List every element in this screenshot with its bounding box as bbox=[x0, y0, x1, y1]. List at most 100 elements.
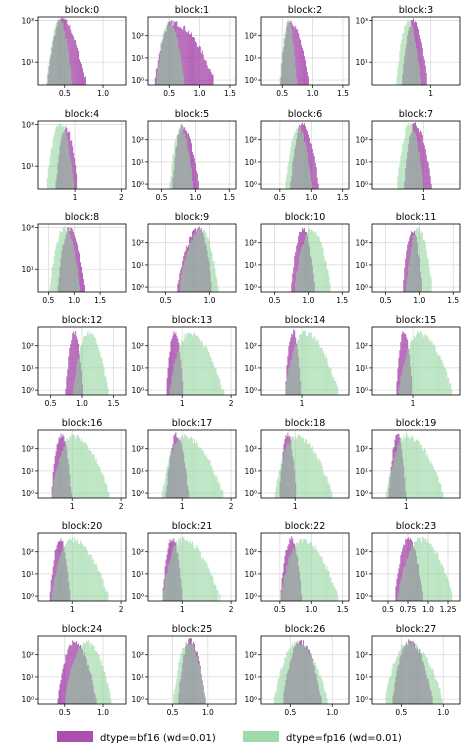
hist-bar bbox=[78, 276, 80, 292]
hist-bar bbox=[427, 457, 429, 498]
hist-bar bbox=[451, 389, 453, 395]
hist-bar bbox=[194, 548, 196, 601]
hist-bar bbox=[207, 351, 209, 395]
hist-bar bbox=[59, 456, 61, 498]
hist-bar bbox=[201, 450, 203, 498]
hist-series-fp16 bbox=[169, 331, 225, 395]
hist-bar bbox=[324, 357, 326, 395]
hist-bar bbox=[318, 675, 320, 704]
y-tick-label: 10⁰ bbox=[21, 386, 34, 395]
hist-bar bbox=[188, 152, 190, 189]
hist-bar bbox=[190, 34, 192, 85]
hist-bar bbox=[167, 21, 169, 85]
hist-bar bbox=[63, 228, 65, 292]
hist-bar bbox=[72, 34, 74, 85]
hist-bar bbox=[316, 668, 318, 704]
hist-bar bbox=[420, 652, 422, 704]
hist-bar bbox=[422, 56, 424, 85]
hist-bar bbox=[318, 344, 320, 395]
hist-bar bbox=[189, 34, 191, 85]
hist-bar bbox=[294, 131, 296, 189]
hist-bar bbox=[307, 162, 309, 189]
hist-bar bbox=[202, 557, 204, 601]
hist-bar bbox=[77, 267, 79, 292]
hist-bar bbox=[75, 657, 77, 704]
hist-bar bbox=[189, 155, 191, 189]
hist-bar bbox=[436, 353, 438, 395]
hist-bar bbox=[404, 137, 406, 189]
hist-bar bbox=[307, 76, 309, 85]
panel-title: block:15 bbox=[396, 315, 437, 326]
hist-bar bbox=[422, 336, 424, 395]
hist-bar bbox=[74, 659, 76, 704]
hist-bar bbox=[166, 378, 168, 395]
hist-series-fp16 bbox=[273, 640, 328, 704]
hist-bar bbox=[291, 141, 293, 189]
hist-bar bbox=[104, 587, 106, 601]
hist-bar bbox=[201, 342, 203, 395]
hist-bar bbox=[332, 582, 334, 601]
hist-bar bbox=[58, 124, 60, 189]
hist-bar bbox=[311, 659, 313, 704]
hist-bar bbox=[213, 583, 215, 601]
hist-bar bbox=[314, 233, 316, 292]
hist-bar bbox=[314, 162, 316, 189]
hist-bar bbox=[191, 543, 192, 601]
hist-bar bbox=[192, 240, 193, 292]
hist-bar bbox=[283, 663, 285, 704]
hist-bar bbox=[405, 643, 407, 704]
hist-bar bbox=[60, 455, 62, 498]
hist-bar bbox=[106, 484, 108, 498]
hist-bar bbox=[85, 444, 87, 498]
hist-bar bbox=[183, 647, 185, 704]
hist-bar bbox=[406, 558, 408, 601]
hist-bar bbox=[302, 48, 304, 85]
hist-bar bbox=[91, 644, 93, 704]
hist-bar bbox=[174, 141, 176, 189]
hist-bar bbox=[310, 181, 312, 189]
hist-bar bbox=[313, 451, 315, 498]
hist-bar bbox=[276, 479, 278, 498]
hist-bar bbox=[297, 243, 299, 292]
hist-bar bbox=[70, 29, 72, 85]
hist-bar bbox=[189, 644, 191, 704]
hist-bar bbox=[326, 268, 328, 292]
hist-bar bbox=[426, 256, 428, 292]
hist-bar bbox=[311, 546, 313, 601]
hist-bar bbox=[291, 360, 293, 395]
hist-bar bbox=[100, 357, 102, 395]
hist-bar bbox=[413, 29, 415, 86]
hist-series-fp16 bbox=[51, 537, 109, 601]
hist-bar bbox=[409, 346, 411, 395]
hist-bar bbox=[447, 578, 449, 601]
hist-bar bbox=[194, 235, 196, 292]
hist-bar bbox=[399, 350, 401, 395]
hist-bar bbox=[320, 242, 322, 292]
y-tick-label: 10² bbox=[244, 548, 257, 557]
hist-bar bbox=[441, 359, 443, 395]
hist-bar bbox=[288, 444, 290, 498]
hist-series-fp16 bbox=[280, 538, 339, 601]
hist-bar bbox=[194, 443, 196, 498]
hist-bar bbox=[162, 486, 164, 498]
hist-bar bbox=[287, 651, 289, 704]
hist-bar bbox=[401, 437, 403, 498]
hist-bar bbox=[86, 331, 88, 395]
y-tick-label: 10⁰ bbox=[131, 76, 144, 85]
hist-bar bbox=[203, 559, 205, 601]
hist-bar bbox=[202, 685, 204, 704]
hist-bar bbox=[286, 444, 288, 498]
hist-bar bbox=[323, 688, 325, 704]
hist-bar bbox=[175, 358, 177, 395]
hist-bar bbox=[52, 264, 54, 292]
hist-bar bbox=[72, 537, 74, 601]
hist-bar bbox=[188, 438, 190, 498]
hist-bar bbox=[417, 61, 419, 85]
hist-bar bbox=[191, 32, 192, 85]
hist-bar bbox=[103, 368, 105, 395]
hist-bar bbox=[423, 239, 425, 292]
hist-bar bbox=[199, 448, 201, 498]
